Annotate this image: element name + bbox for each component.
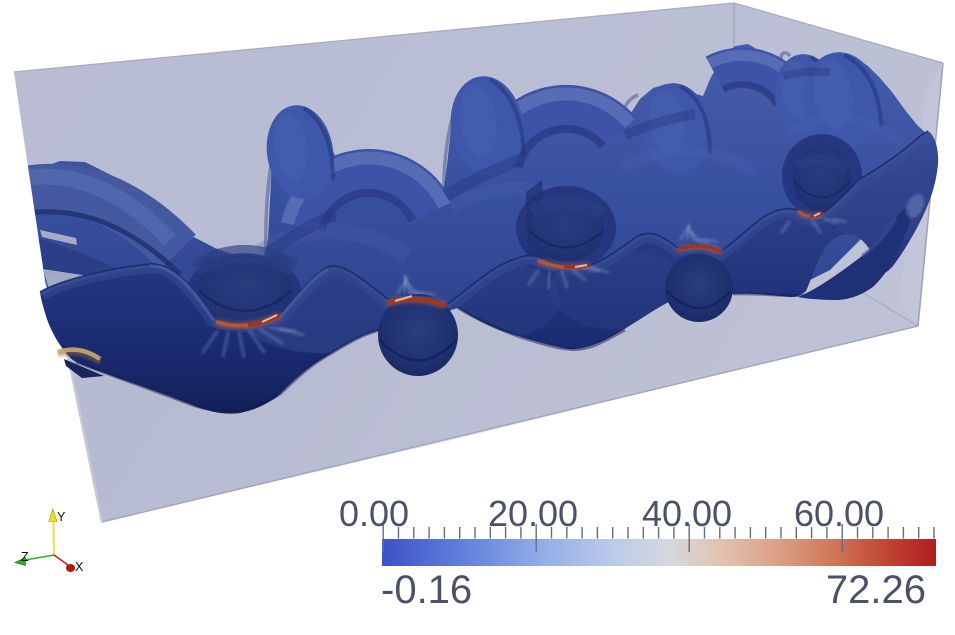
svg-text:Z: Z xyxy=(21,550,29,564)
svg-text:X: X xyxy=(75,560,84,574)
svg-text:0.00: 0.00 xyxy=(339,493,409,534)
svg-text:72.26: 72.26 xyxy=(826,568,926,612)
svg-text:Y: Y xyxy=(57,510,66,524)
svg-text:-0.16: -0.16 xyxy=(381,568,472,612)
svg-text:20.00: 20.00 xyxy=(488,493,578,534)
svg-text:40.00: 40.00 xyxy=(642,493,732,534)
svg-text:60.00: 60.00 xyxy=(794,493,884,534)
